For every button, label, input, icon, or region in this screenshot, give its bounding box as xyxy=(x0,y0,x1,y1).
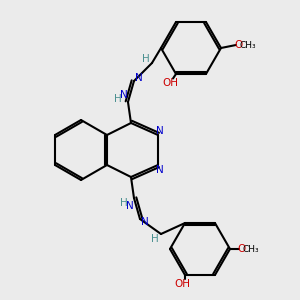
Text: H: H xyxy=(142,53,150,64)
Text: N: N xyxy=(135,73,142,83)
Text: CH₃: CH₃ xyxy=(243,244,259,253)
Text: H: H xyxy=(114,94,122,104)
Text: O: O xyxy=(238,244,246,254)
Text: N: N xyxy=(126,200,134,211)
Text: N: N xyxy=(156,125,164,136)
Text: O: O xyxy=(235,40,243,50)
Text: OH: OH xyxy=(162,78,178,88)
Text: H: H xyxy=(120,197,128,208)
Text: N: N xyxy=(156,164,164,175)
Text: OH: OH xyxy=(174,279,190,289)
Text: CH₃: CH₃ xyxy=(240,40,256,50)
Text: H: H xyxy=(151,233,159,244)
Text: N: N xyxy=(120,89,128,100)
Text: N: N xyxy=(141,217,148,227)
